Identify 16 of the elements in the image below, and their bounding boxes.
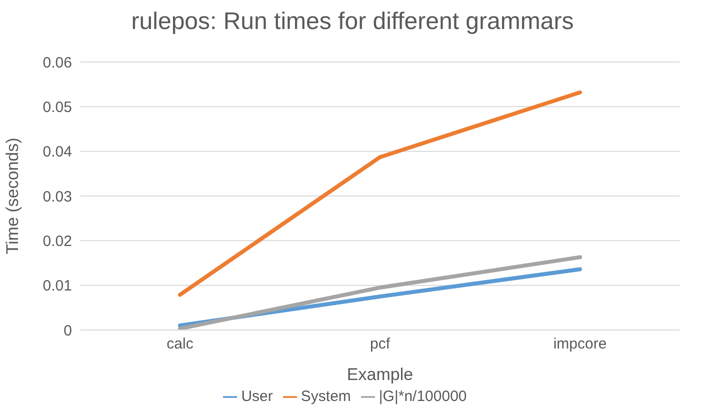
x-axis-title: Example — [346, 365, 414, 384]
legend-label: |G|*n/100000 — [378, 388, 467, 405]
y-tick-label: 0 — [64, 322, 72, 340]
y-tick-label: 0.01 — [42, 278, 72, 295]
x-tick-label: pcf — [370, 336, 391, 353]
y-tick-label: 0.02 — [42, 232, 72, 250]
legend-label: User — [241, 388, 273, 405]
legend-label: System — [300, 388, 351, 405]
y-axis-title: Time (seconds) — [3, 138, 22, 254]
chart-title: rulepos: Run times for different grammars — [130, 8, 575, 36]
x-tick-label: impcore — [553, 336, 607, 353]
x-tick-label: calc — [166, 336, 194, 353]
y-tick-label: 0.06 — [42, 54, 72, 72]
y-tick-label: 0.05 — [42, 98, 72, 116]
y-tick-label: 0.04 — [42, 144, 72, 161]
y-tick-label: 0.03 — [42, 188, 72, 206]
